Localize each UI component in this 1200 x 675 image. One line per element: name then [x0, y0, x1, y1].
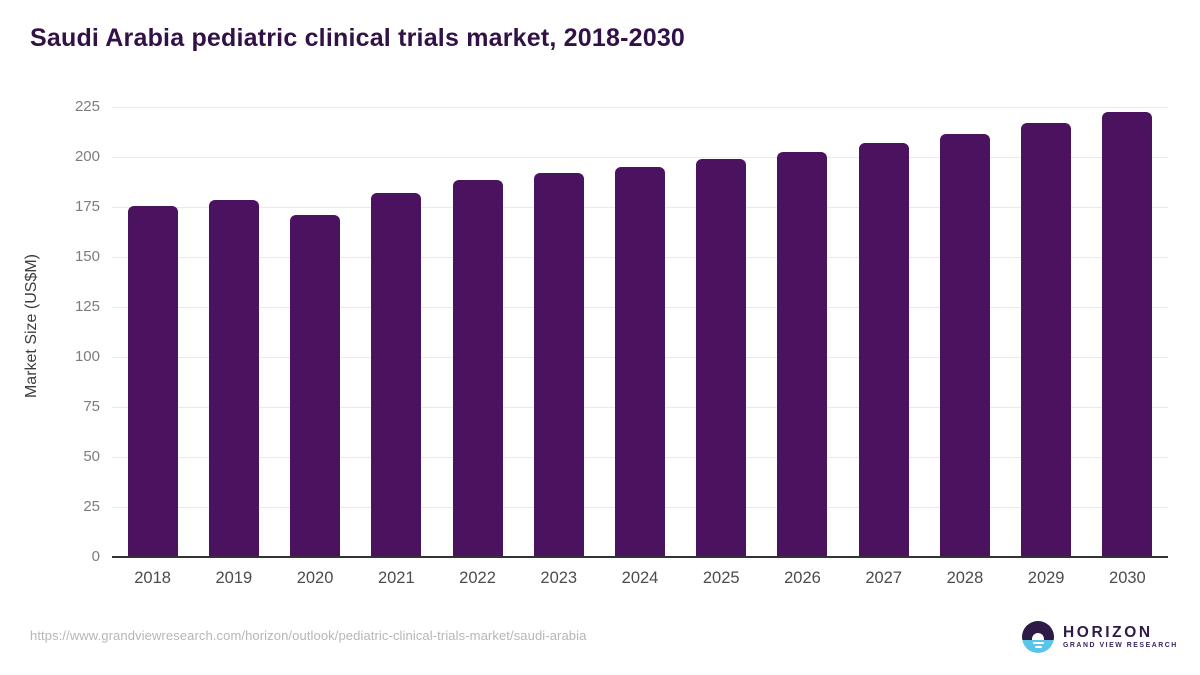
x-tick-label-2019: 2019: [215, 569, 253, 587]
y-axis-title: Market Size (US$M): [23, 253, 40, 399]
wave-icon: [1032, 642, 1044, 644]
x-tick-label-2027: 2027: [865, 569, 903, 587]
horizon-logo-icon: [1022, 621, 1054, 653]
bar-2024: [615, 167, 665, 557]
bar-2021: [371, 193, 422, 557]
y-tick-label-0: 0: [91, 548, 100, 565]
chart-title: Saudi Arabia pediatric clinical trials m…: [30, 24, 686, 52]
y-tick-label-150: 150: [74, 248, 100, 265]
wave-icon: [1034, 646, 1042, 648]
bar-2020: [290, 215, 341, 557]
bar-2025: [696, 159, 747, 557]
bar-2022: [452, 179, 503, 557]
x-tick-label-2023: 2023: [540, 569, 578, 587]
gridline-200: [112, 157, 1168, 158]
x-tick-label-2018: 2018: [134, 569, 171, 587]
y-axis-ticks: 0 25 50 75 100 125 150 175 200 225: [22, 95, 100, 565]
bar-series: [112, 95, 1168, 557]
x-tick-label-2021: 2021: [377, 569, 415, 587]
x-tick-label-2020: 2020: [296, 569, 334, 587]
x-tick-label-2026: 2026: [784, 569, 821, 587]
bar-2029: [1021, 123, 1072, 557]
horizon-logo: HORIZON GRAND VIEW RESEARCH: [1022, 621, 1178, 653]
plot-area: 0 25 50 75 100 125 150 175 200 225 Market Size (U…: [23, 95, 1168, 587]
source-url: https://www.grandviewresearch.com/horizo…: [30, 628, 587, 643]
bar-2019: [208, 200, 259, 557]
logo-subtitle: GRAND VIEW RESEARCH: [1063, 642, 1178, 649]
x-tick-label-2028: 2028: [946, 569, 984, 587]
y-tick-label-75: 75: [83, 398, 100, 415]
gridline-225: [112, 107, 1168, 108]
x-tick-label-2030: 2030: [1109, 569, 1146, 587]
logo-title: HORIZON: [1063, 624, 1153, 641]
y-tick-label-125: 125: [74, 298, 100, 315]
bar-2026: [777, 152, 828, 557]
bar-2023: [533, 173, 584, 557]
bar-2030: [1102, 112, 1153, 557]
y-tick-label-175: 175: [74, 198, 100, 215]
bar-2028: [939, 134, 990, 557]
x-tick-label-2025: 2025: [702, 569, 740, 587]
bar-2018: [127, 206, 178, 557]
bar-2027: [858, 143, 909, 557]
sun-icon: [1032, 633, 1044, 640]
y-tick-label-50: 50: [83, 448, 100, 465]
x-tick-label-2029: 2029: [1027, 569, 1065, 587]
x-tick-label-2024: 2024: [621, 569, 659, 587]
x-axis-line: [112, 556, 1168, 558]
y-tick-label-225: 225: [74, 98, 100, 115]
x-tick-label-2022: 2022: [459, 569, 496, 587]
y-tick-label-100: 100: [74, 348, 100, 365]
logo-text: HORIZON GRAND VIEW RESEARCH: [1063, 624, 1178, 650]
y-tick-label-200: 200: [74, 148, 100, 165]
y-tick-label-25: 25: [83, 498, 100, 515]
